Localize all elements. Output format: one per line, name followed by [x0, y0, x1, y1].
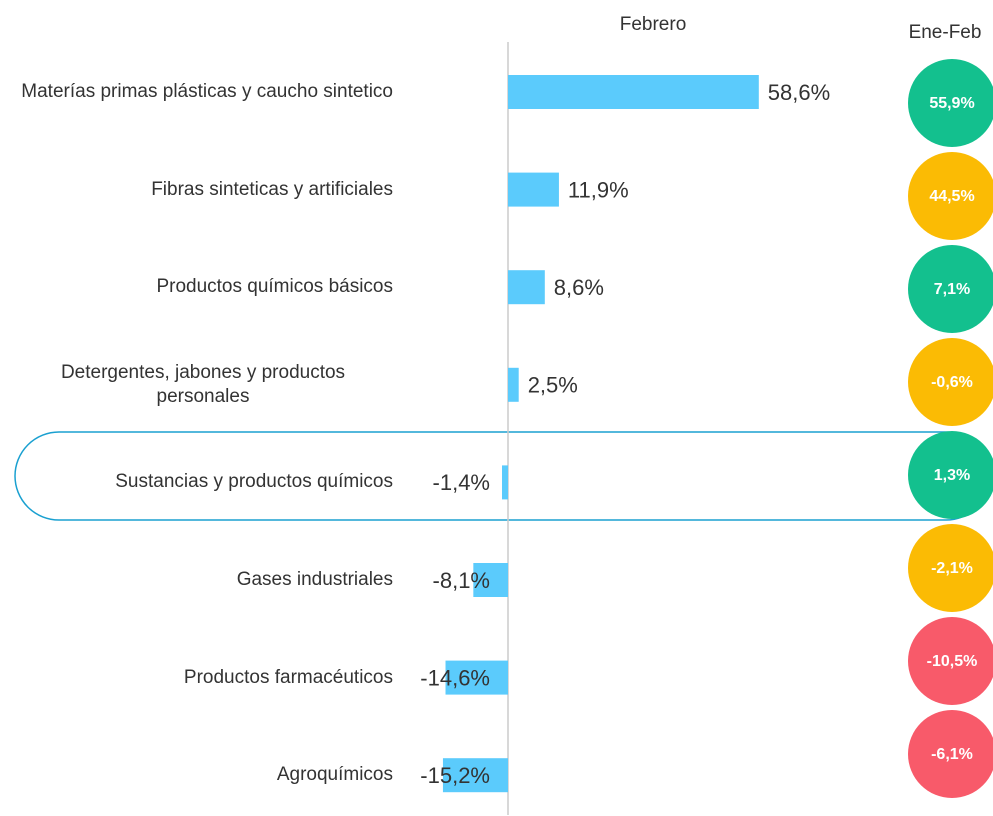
category-text: Fibras sinteticas y artificiales	[151, 178, 393, 200]
category-text: Detergentes, jabones y productos persona…	[60, 361, 346, 407]
category-label: Productos farmacéuticos	[13, 666, 393, 690]
value-label: -8,1%	[433, 568, 490, 593]
ytd-label: -2,1%	[931, 560, 973, 577]
value-label: 2,5%	[528, 373, 578, 398]
column-header: Ene-Feb	[909, 22, 982, 43]
category-label: Detergentes, jabones y productos persona…	[13, 361, 393, 409]
ytd-circle	[908, 710, 993, 798]
value-label: -15,2%	[420, 763, 490, 788]
ytd-label: 44,5%	[929, 188, 974, 205]
category-label: Sustancias y productos químicos	[13, 470, 393, 494]
ytd-label: -6,1%	[931, 746, 973, 763]
ytd-label: 1,3%	[934, 467, 970, 484]
ytd-circle	[908, 152, 993, 240]
category-label: Gases industriales	[13, 568, 393, 592]
value-label: -1,4%	[433, 470, 490, 495]
bar	[473, 563, 508, 597]
ytd-label: -0,6%	[931, 374, 973, 391]
ytd-circle	[908, 524, 993, 612]
bar	[508, 75, 759, 109]
ytd-label: 7,1%	[934, 281, 970, 298]
bar	[445, 660, 508, 695]
column-header: Febrero	[620, 14, 687, 35]
category-text: Sustancias y productos químicos	[115, 471, 393, 493]
category-text: Materías primas plásticas y caucho sinte…	[21, 81, 393, 102]
bar	[508, 172, 559, 207]
category-label: Materías primas plásticas y caucho sinte…	[13, 80, 393, 104]
value-label: 11,9%	[568, 177, 629, 202]
category-label: Productos químicos básicos	[13, 275, 393, 299]
category-text: Productos farmacéuticos	[183, 666, 393, 688]
bar	[442, 758, 508, 793]
bar	[508, 367, 519, 402]
value-label: -14,6%	[420, 665, 490, 690]
category-label: Agroquímicos	[13, 763, 393, 787]
ytd-circle	[908, 245, 993, 333]
ytd-circle	[908, 431, 993, 519]
category-text: Gases industriales	[236, 569, 393, 590]
bar	[502, 465, 508, 500]
category-text: Agroquímicos	[276, 764, 393, 786]
ytd-circle	[908, 59, 993, 147]
value-label: 58,6%	[768, 80, 830, 105]
bar	[508, 270, 545, 305]
value-label: 8,6%	[554, 275, 604, 300]
ytd-label: 55,9%	[929, 95, 974, 112]
ytd-circle	[908, 617, 993, 705]
ytd-circle	[908, 338, 993, 426]
category-label: Fibras sinteticas y artificiales	[13, 178, 393, 202]
ytd-label: -10,5%	[927, 653, 978, 670]
category-text: Productos químicos básicos	[156, 276, 393, 298]
